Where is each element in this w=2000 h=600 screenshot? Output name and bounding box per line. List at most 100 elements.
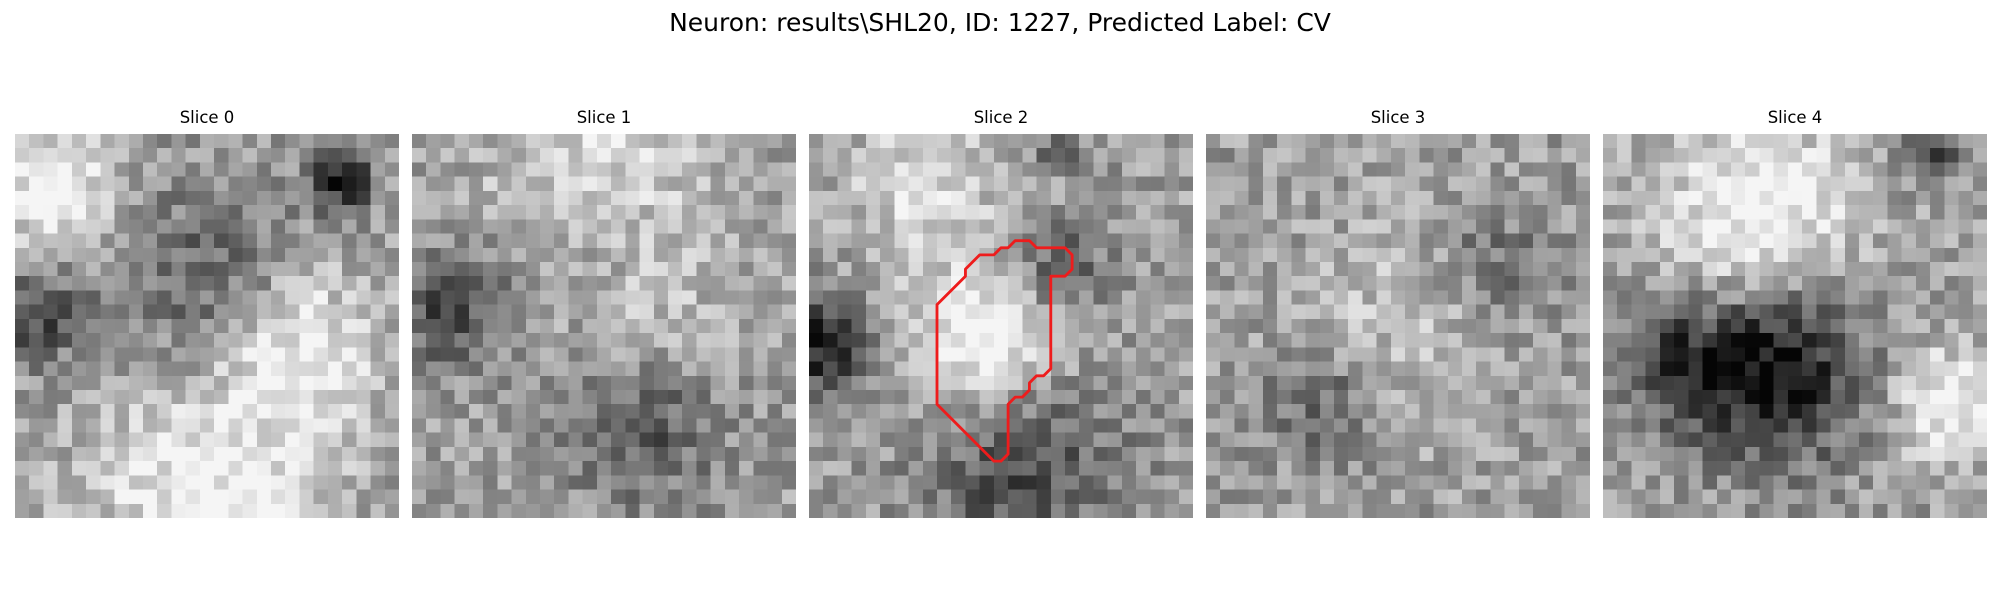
pixel [1334,347,1349,362]
pixel [865,290,881,305]
pixel [1050,262,1066,277]
pixel [851,489,867,505]
pixel [1518,247,1534,263]
pixel [43,134,58,149]
pixel [1859,446,1874,462]
pixel [214,432,229,448]
pixel [370,404,386,419]
pixel [1107,404,1123,419]
pixel [979,219,995,234]
pixel [1518,489,1534,505]
pixel [100,318,115,334]
pixel [199,247,215,263]
pixel [483,418,498,433]
pixel [15,304,30,320]
pixel [540,418,555,433]
pixel [1462,162,1477,177]
pixel [214,190,229,206]
pixel [1915,219,1931,234]
pixel [753,489,768,505]
pixel [568,205,583,220]
pixel [1390,304,1406,320]
pixel [1561,276,1577,291]
pixel [1447,318,1463,334]
pixel [568,148,583,163]
pixel [454,290,470,305]
pixel [682,418,697,433]
pixel [568,432,583,448]
pixel [228,390,243,405]
pixel [1702,361,1718,377]
pixel [1490,432,1505,448]
pixel [851,190,867,206]
pixel [781,404,796,419]
pixel [1093,219,1108,234]
pixel [440,333,455,348]
pixel [185,489,201,505]
pixel [1873,290,1888,305]
pixel [1277,404,1292,419]
pixel [596,262,612,277]
pixel [71,333,87,348]
pixel [1645,205,1661,220]
pixel [1731,276,1746,291]
pixel [894,176,909,192]
pixel [951,461,966,476]
pixel [1631,432,1646,448]
pixel [1376,461,1392,476]
pixel [1887,361,1902,377]
pixel [1887,418,1902,433]
pixel [809,276,824,291]
pixel [851,176,867,192]
pixel [880,205,895,220]
pixel [611,418,626,433]
pixel [1291,503,1306,518]
pixel [837,347,852,362]
pixel [1731,233,1746,249]
pixel [1702,247,1718,263]
pixel [1533,333,1548,348]
pixel [1291,247,1306,263]
pixel [242,247,258,263]
pixel [100,176,115,192]
pixel [1674,148,1689,163]
pixel [43,276,58,291]
pixel [1688,432,1703,448]
pixel [1674,190,1689,206]
pixel [1816,390,1831,405]
pixel [865,418,881,433]
pixel [1376,219,1392,234]
pixel [228,404,243,419]
pixel [1462,205,1477,220]
pixel [128,219,144,234]
pixel [1745,489,1760,505]
pixel [1150,404,1165,419]
pixel [57,461,73,476]
pixel [1291,318,1306,334]
pixel [1150,347,1165,362]
pixel [342,304,357,320]
pixel [1277,148,1292,163]
pixel [1830,276,1846,291]
pixel [384,446,399,462]
pixel [1688,276,1703,291]
pixel [285,190,300,206]
pixel [128,418,144,433]
pixel [1944,219,1959,234]
pixel [468,432,484,448]
pixel [483,333,498,348]
pixel [1419,190,1434,206]
pixel [767,418,783,433]
pixel [228,134,243,149]
pixel [993,347,1009,362]
pixel [1036,432,1052,448]
pixel [171,304,186,320]
pixel [696,333,711,348]
pixel [1433,205,1449,220]
pixel [1972,361,1987,377]
pixel [1065,375,1080,391]
pixel [1334,404,1349,419]
pixel [342,375,357,391]
pixel [1050,190,1066,206]
pixel [1348,148,1363,163]
